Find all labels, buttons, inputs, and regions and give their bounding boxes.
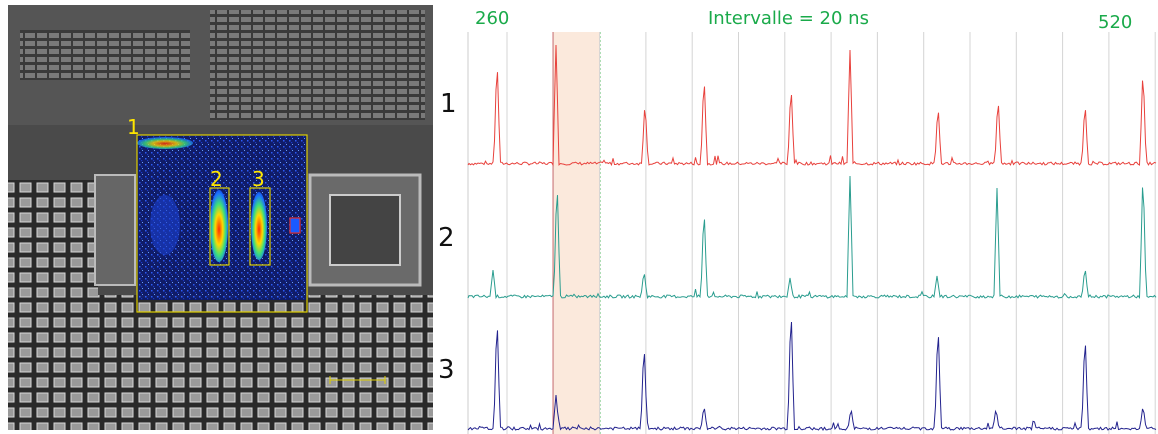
trace xyxy=(467,175,1157,300)
trace-panel: 260 Intervalle = 20 ns 520 1 2 3 xyxy=(438,8,1157,434)
end-label: 520 xyxy=(1098,12,1132,33)
trace-label: 3 xyxy=(438,355,455,385)
micrograph: 1 2 3 xyxy=(8,5,433,430)
trace xyxy=(467,321,1157,432)
region-label: 3 xyxy=(252,167,265,191)
trace-label: 1 xyxy=(440,89,457,119)
interval-label: Intervalle = 20 ns xyxy=(708,8,869,29)
trace-label: 2 xyxy=(438,223,455,253)
highlight-window xyxy=(553,32,600,434)
region-label: 2 xyxy=(210,167,223,191)
trace xyxy=(467,44,1157,167)
start-label: 260 xyxy=(475,8,509,29)
region-label: 1 xyxy=(127,115,140,139)
